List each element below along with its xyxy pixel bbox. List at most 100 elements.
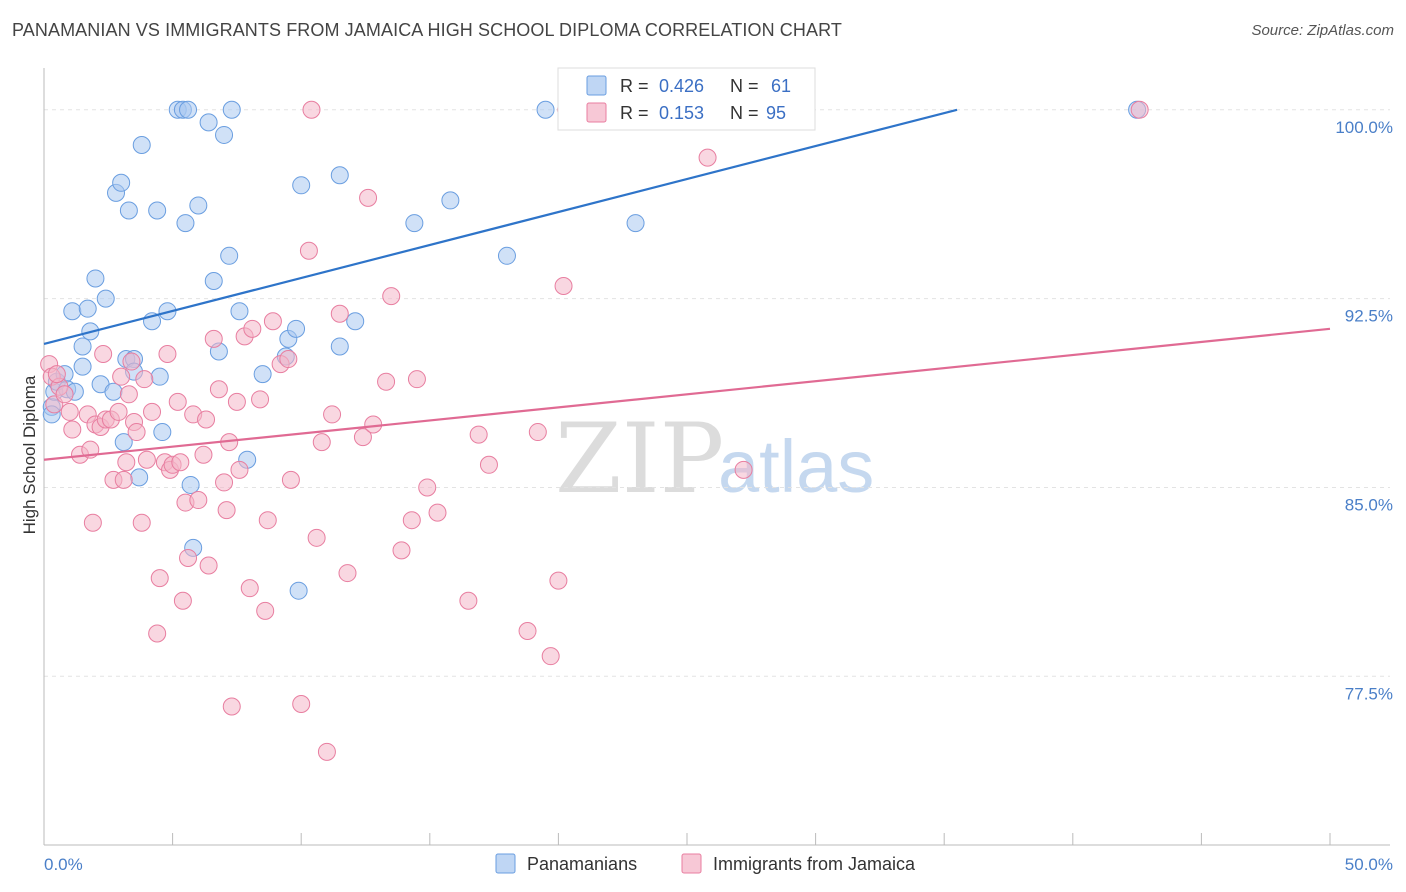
point-jamaica <box>258 511 277 530</box>
point-jamaica <box>382 287 401 306</box>
point-jamaica <box>143 402 162 421</box>
point-panamanians <box>222 100 241 119</box>
point-jamaica <box>281 470 300 489</box>
point-jamaica <box>469 425 488 444</box>
point-jamaica <box>528 423 547 442</box>
point-jamaica <box>222 697 241 716</box>
point-jamaica <box>168 392 187 411</box>
point-panamanians <box>119 201 138 220</box>
point-panamanians <box>73 357 92 376</box>
stats-r-label-1: R = <box>620 103 649 123</box>
point-jamaica <box>189 491 208 510</box>
point-jamaica <box>63 420 82 439</box>
point-jamaica <box>132 513 151 532</box>
point-jamaica <box>227 392 246 411</box>
point-panamanians <box>405 214 424 233</box>
point-jamaica <box>217 501 236 520</box>
point-jamaica <box>199 556 218 575</box>
legend-swatch-panamanians <box>495 853 516 874</box>
point-jamaica <box>240 579 259 598</box>
point-panamanians <box>153 423 172 442</box>
point-panamanians <box>181 475 200 494</box>
stats-r-value-1: 0.153 <box>659 103 704 123</box>
point-jamaica <box>243 319 262 338</box>
point-jamaica <box>292 694 311 713</box>
point-jamaica <box>60 402 79 421</box>
point-jamaica <box>137 450 156 469</box>
point-jamaica <box>55 385 74 404</box>
x-tick-label: 50.0% <box>1345 855 1393 874</box>
point-jamaica <box>317 742 336 761</box>
point-jamaica <box>392 541 411 560</box>
point-panamanians <box>497 246 516 265</box>
point-jamaica <box>698 148 717 167</box>
point-jamaica <box>279 350 298 369</box>
point-panamanians <box>112 173 131 192</box>
point-jamaica <box>119 385 138 404</box>
point-jamaica <box>402 511 421 530</box>
point-panamanians <box>73 337 92 356</box>
point-panamanians <box>150 367 169 386</box>
point-panamanians <box>63 302 82 321</box>
point-panamanians <box>96 289 115 308</box>
point-jamaica <box>302 100 321 119</box>
point-jamaica <box>173 591 192 610</box>
point-panamanians <box>86 269 105 288</box>
y-tick-label: 92.5% <box>1345 307 1393 326</box>
point-jamaica <box>338 564 357 583</box>
point-jamaica <box>251 390 270 409</box>
point-jamaica <box>330 304 349 323</box>
stats-r-label-0: R = <box>620 76 649 96</box>
chart-title: PANAMANIAN VS IMMIGRANTS FROM JAMAICA HI… <box>12 20 842 40</box>
stats-n-value-0: 61 <box>771 76 791 96</box>
point-panamanians <box>189 196 208 215</box>
point-jamaica <box>479 455 498 474</box>
x-tick-label: 0.0% <box>44 855 83 874</box>
point-panamanians <box>148 201 167 220</box>
point-jamaica <box>428 503 447 522</box>
point-panamanians <box>230 302 249 321</box>
point-jamaica <box>109 402 128 421</box>
point-panamanians <box>215 125 234 144</box>
point-jamaica <box>112 367 131 386</box>
point-jamaica <box>209 380 228 399</box>
point-jamaica <box>135 370 154 389</box>
point-jamaica <box>1130 100 1149 119</box>
point-panamanians <box>330 166 349 185</box>
point-jamaica <box>299 241 318 260</box>
point-jamaica <box>122 352 141 371</box>
point-jamaica <box>215 473 234 492</box>
point-jamaica <box>150 569 169 588</box>
point-jamaica <box>94 345 113 364</box>
point-jamaica <box>179 548 198 567</box>
point-jamaica <box>734 460 753 479</box>
stats-legend: R = 0.426 N = 61 R = 0.153 N = 95 <box>557 67 816 131</box>
trend-lines <box>43 108 1331 461</box>
point-panamanians <box>253 365 272 384</box>
axes <box>43 68 1390 846</box>
stats-n-label-0: N = <box>730 76 759 96</box>
point-jamaica <box>171 453 190 472</box>
point-jamaica <box>47 365 66 384</box>
stats-n-label-1: N = <box>730 103 759 123</box>
stats-n-value-1: 95 <box>766 103 786 123</box>
point-jamaica <box>127 423 146 442</box>
point-panamanians <box>130 468 149 487</box>
point-jamaica <box>554 277 573 296</box>
point-jamaica <box>549 571 568 590</box>
point-jamaica <box>541 647 560 666</box>
point-jamaica <box>230 460 249 479</box>
point-jamaica <box>518 621 537 640</box>
point-jamaica <box>83 513 102 532</box>
y-axis-label: High School Diploma <box>20 375 39 534</box>
point-jamaica <box>323 405 342 424</box>
point-jamaica <box>114 470 133 489</box>
point-panamanians <box>626 214 645 233</box>
y-tick-label: 85.0% <box>1345 495 1393 514</box>
trend-line-panamanians <box>43 108 958 346</box>
point-jamaica <box>158 345 177 364</box>
watermark-zip: ZIP <box>555 403 724 515</box>
stats-swatch-panamanians <box>586 75 607 96</box>
point-panamanians <box>220 246 239 265</box>
point-jamaica <box>377 372 396 391</box>
